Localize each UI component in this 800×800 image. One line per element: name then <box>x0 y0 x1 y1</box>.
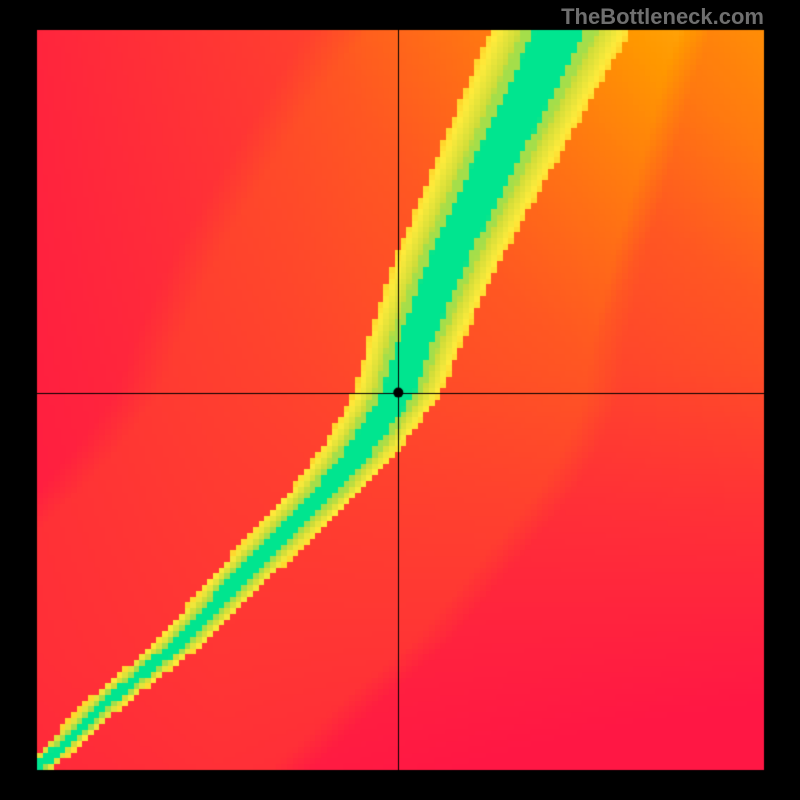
chart-stage: TheBottleneck.com <box>0 0 800 800</box>
watermark-text: TheBottleneck.com <box>561 4 764 30</box>
heatmap-canvas <box>0 0 800 800</box>
